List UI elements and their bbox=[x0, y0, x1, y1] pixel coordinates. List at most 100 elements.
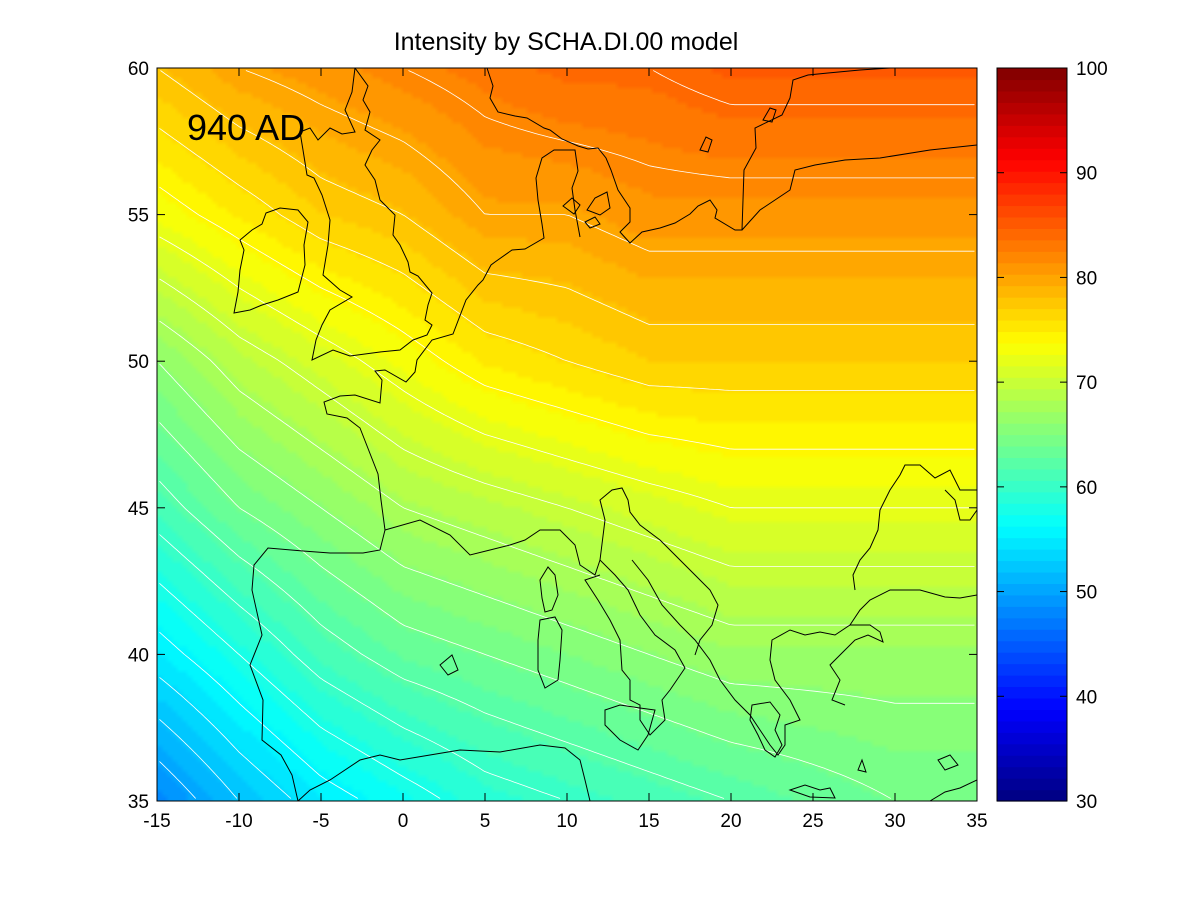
coastline-black-sea-west bbox=[852, 464, 977, 591]
colorbar-step bbox=[997, 308, 1067, 321]
colorbar-step bbox=[997, 331, 1067, 344]
colorbar-step bbox=[997, 228, 1067, 241]
colorbar-step bbox=[997, 342, 1067, 355]
colorbar-step bbox=[997, 445, 1067, 458]
colorbar-step bbox=[997, 720, 1067, 733]
colorbar-frame bbox=[996, 67, 1068, 802]
colorbar-step bbox=[997, 480, 1067, 493]
colorbar-tick-label: 100 bbox=[1076, 59, 1108, 80]
contour-line bbox=[159, 534, 561, 799]
coastline-oland bbox=[762, 107, 777, 123]
colorbar-step bbox=[997, 549, 1067, 562]
colorbar-step bbox=[997, 640, 1067, 653]
chart-title: Intensity by SCHA.DI.00 model bbox=[394, 28, 739, 56]
contour-line bbox=[408, 70, 975, 179]
contour-line bbox=[159, 719, 238, 799]
coastline-gotland bbox=[699, 136, 713, 153]
colorbar: 30 40 50 60 70 80 90 100 bbox=[996, 59, 1108, 813]
colorbar-step bbox=[997, 457, 1067, 470]
colorbar-gradient bbox=[997, 68, 1067, 802]
colorbar-step bbox=[997, 216, 1067, 229]
y-tick-label: 55 bbox=[128, 206, 149, 227]
x-tick-label: 25 bbox=[802, 811, 823, 832]
colorbar-step bbox=[997, 319, 1067, 333]
colorbar-step bbox=[997, 205, 1067, 218]
coastline-lolland bbox=[584, 216, 601, 229]
colorbar-step bbox=[997, 778, 1067, 791]
colorbar-step bbox=[997, 354, 1067, 367]
colorbar-step bbox=[997, 789, 1067, 802]
colorbar-step bbox=[997, 148, 1067, 161]
contour-line bbox=[159, 128, 975, 391]
colorbar-step bbox=[997, 423, 1067, 436]
colorbar-step bbox=[997, 503, 1067, 516]
colorbar-tick-label: 40 bbox=[1076, 687, 1097, 708]
coastline-ireland bbox=[233, 207, 309, 314]
colorbar-step bbox=[997, 113, 1067, 126]
y-tick-label: 45 bbox=[128, 499, 149, 520]
coastline-anatolia bbox=[929, 779, 977, 801]
coastline-balearics bbox=[439, 654, 459, 676]
coastline-adriatic-east bbox=[599, 487, 719, 656]
x-tick-label: -5 bbox=[313, 811, 330, 832]
colorbar-step bbox=[997, 697, 1067, 710]
colorbar-step bbox=[997, 171, 1067, 184]
colorbar-step bbox=[997, 411, 1067, 424]
contour-line bbox=[159, 236, 975, 509]
colorbar-step bbox=[997, 675, 1067, 688]
coastline-aegean-islands bbox=[857, 754, 959, 773]
coastline-italy-balkans bbox=[384, 519, 977, 756]
colorbar-step bbox=[997, 102, 1067, 115]
colorbar-step bbox=[997, 90, 1067, 103]
contour-line bbox=[159, 363, 975, 704]
x-tick-label: 20 bbox=[720, 811, 741, 832]
contour-line bbox=[159, 480, 725, 799]
colorbar-step bbox=[997, 182, 1067, 195]
coastline-baltic-east bbox=[741, 144, 977, 231]
contour-line bbox=[159, 278, 975, 567]
contour-line bbox=[159, 761, 196, 799]
contour-line bbox=[159, 422, 891, 799]
contour-line bbox=[245, 70, 975, 252]
coastline-sardinia bbox=[537, 616, 563, 689]
colorbar-step bbox=[997, 514, 1067, 527]
colorbar-step bbox=[997, 583, 1067, 596]
colorbar-step bbox=[997, 663, 1067, 676]
colorbar-step bbox=[997, 262, 1067, 275]
x-tick-label: 30 bbox=[884, 811, 905, 832]
coastline-greece bbox=[749, 701, 783, 758]
contour-line bbox=[160, 70, 975, 325]
intensity-field bbox=[157, 68, 977, 801]
colorbar-step bbox=[997, 755, 1067, 768]
colorbar-step bbox=[997, 629, 1067, 642]
epoch-label: 940 AD bbox=[187, 107, 305, 148]
coastline-mainland-west bbox=[249, 149, 581, 801]
colorbar-tick-label: 70 bbox=[1076, 373, 1097, 394]
colorbar-step bbox=[997, 743, 1067, 756]
y-axis: 35 40 45 50 55 60 bbox=[128, 59, 977, 813]
colorbar-step bbox=[997, 766, 1067, 779]
colorbar-step bbox=[997, 68, 1067, 81]
colorbar-step bbox=[997, 239, 1067, 252]
colorbar-step bbox=[997, 365, 1067, 378]
contour-line bbox=[159, 677, 292, 799]
x-axis: -15 -10 -5 0 5 10 15 20 25 30 35 bbox=[143, 68, 988, 832]
colorbar-tick-label: 60 bbox=[1076, 478, 1097, 499]
x-tick-label: 5 bbox=[480, 811, 491, 832]
coastline-north-africa bbox=[297, 744, 591, 801]
colorbar-tick-label: 90 bbox=[1076, 164, 1097, 185]
coastline-great-britain bbox=[299, 68, 433, 361]
colorbar-step bbox=[997, 537, 1067, 550]
y-tick-label: 50 bbox=[128, 352, 149, 373]
contour-line bbox=[159, 631, 359, 799]
colorbar-step bbox=[997, 594, 1067, 607]
colorbar-step bbox=[997, 159, 1067, 172]
x-tick-label: -10 bbox=[225, 811, 252, 832]
colorbar-step bbox=[997, 652, 1067, 665]
coastline-crete bbox=[788, 784, 836, 799]
colorbar-step bbox=[997, 468, 1067, 481]
contour-line bbox=[653, 70, 975, 106]
coastline-funen bbox=[562, 197, 581, 215]
coastlines bbox=[233, 68, 977, 801]
